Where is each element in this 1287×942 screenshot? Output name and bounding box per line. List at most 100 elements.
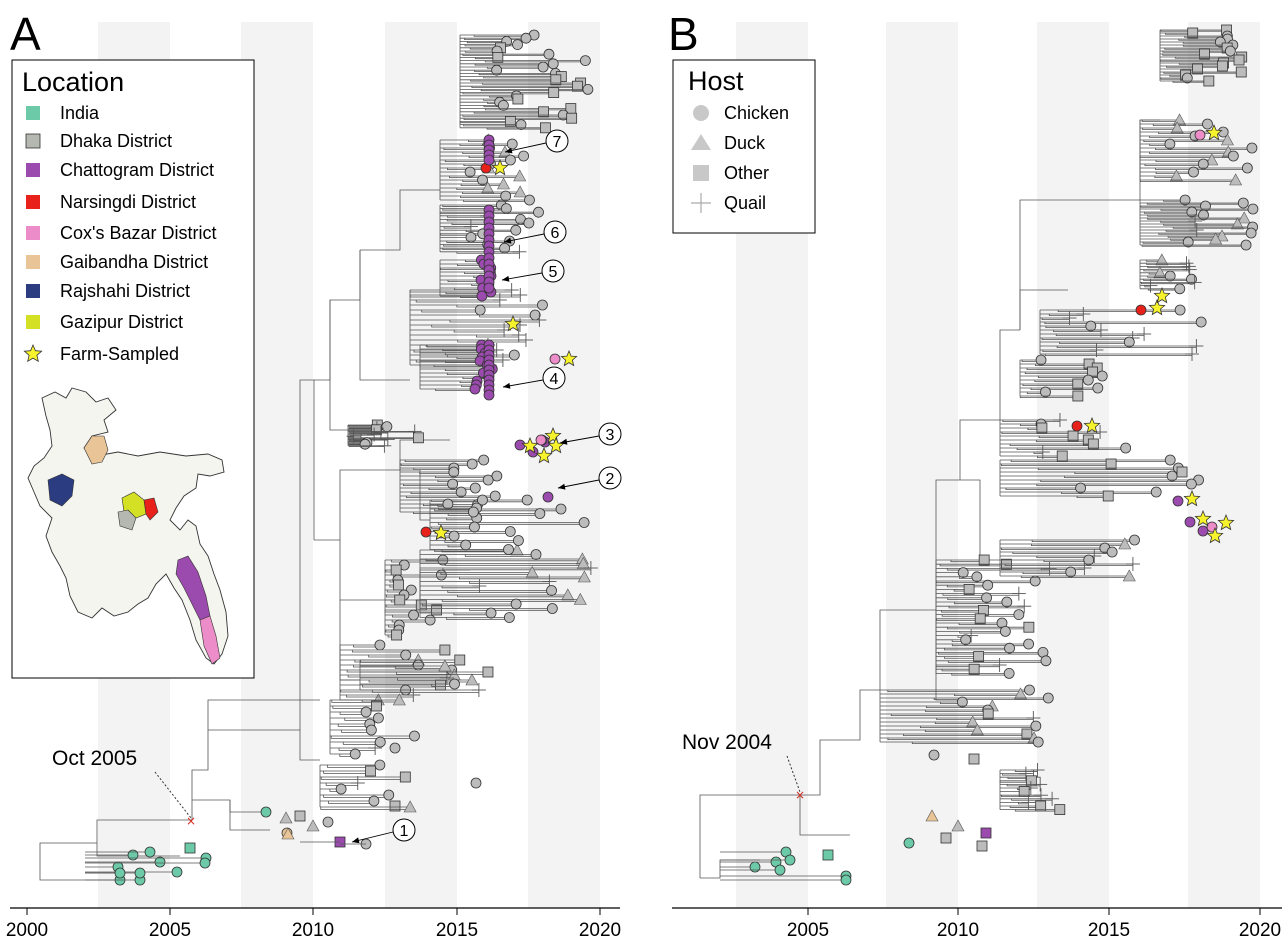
chicken-tip — [374, 639, 386, 651]
duck-tip — [513, 169, 527, 182]
root-annotation-a: Oct 2005 × — [52, 747, 196, 828]
duck-tip — [497, 177, 511, 190]
color-swatch — [26, 315, 40, 329]
clade-number: 3 — [606, 427, 615, 444]
chicken-tip — [1083, 554, 1095, 566]
chicken-tip — [582, 84, 594, 95]
farm-sampled-star — [1206, 526, 1224, 544]
arrow-icon — [502, 275, 510, 282]
chicken-tip — [999, 626, 1011, 637]
chicken-tip — [470, 777, 482, 789]
chicken-tip — [447, 478, 459, 490]
chicken-tip — [491, 470, 503, 482]
chicken-tip — [1181, 72, 1193, 84]
color-swatch — [26, 163, 40, 177]
chicken-tip — [1174, 304, 1186, 316]
chattogram-tip — [1172, 495, 1184, 507]
chicken-tip — [957, 567, 969, 578]
other-tip — [550, 74, 562, 86]
chicken-tip — [1164, 454, 1176, 466]
chicken-tip — [513, 535, 524, 546]
clade-callout: 3 — [559, 422, 622, 446]
chicken-tip — [335, 783, 347, 795]
other-tip — [391, 629, 403, 641]
chicken-tip — [360, 706, 372, 718]
other-tip — [1054, 804, 1066, 815]
chicken-tip — [579, 55, 591, 66]
chattogram-tip — [980, 827, 992, 839]
clade-number: 5 — [549, 264, 558, 281]
chicken-tip — [477, 494, 488, 506]
other-tip — [968, 663, 980, 675]
quail-tip — [368, 741, 383, 755]
location-legend-label: Chattogram District — [60, 160, 214, 180]
chicken-tip — [956, 696, 968, 708]
location-legend-label: Cox's Bazar District — [60, 223, 216, 243]
chicken-tip — [1129, 534, 1140, 546]
other-tip — [294, 810, 306, 822]
india-tip — [171, 866, 183, 878]
tick-label: 2020 — [579, 920, 621, 941]
chicken-tip — [1197, 158, 1209, 170]
other-tip — [1072, 378, 1084, 390]
root-annotation-b: Nov 2004 × — [682, 731, 805, 802]
duck-tip — [573, 592, 587, 605]
quail-tip — [1125, 557, 1140, 571]
duck-tip — [1209, 232, 1223, 245]
other-tip — [963, 584, 975, 595]
duck-tip — [1230, 217, 1244, 230]
other-tip — [399, 771, 411, 783]
india-tip — [184, 842, 196, 854]
location-legend-row: Rajshahi District — [26, 281, 190, 301]
chicken-tip — [505, 154, 516, 166]
chicken-tip — [1120, 442, 1132, 454]
farm-sampled-star — [1217, 513, 1235, 531]
india-tip — [260, 806, 272, 818]
location-legend-label: Farm-Sampled — [60, 344, 179, 364]
chicken-tip — [359, 438, 371, 450]
duck-tip — [1014, 687, 1028, 700]
chicken-tip — [1182, 236, 1194, 248]
clade-callout: 1 — [351, 818, 416, 844]
host-legend-label: Duck — [724, 133, 766, 153]
other-tip — [1021, 728, 1033, 740]
quail-tip — [513, 288, 528, 302]
quail-tip — [380, 432, 395, 447]
duck-tip — [1169, 169, 1183, 182]
quail-tip — [1187, 275, 1202, 290]
chicken-tip — [1030, 720, 1042, 732]
duck-tip — [1170, 121, 1184, 134]
farm-sampled-star — [1083, 416, 1101, 434]
arrow-icon — [504, 237, 512, 244]
host-legend-label: Other — [724, 163, 769, 183]
chicken-tip — [1202, 118, 1213, 130]
chicken-tip — [485, 607, 497, 619]
narsingdi-tip — [1135, 304, 1147, 316]
chattogram-tip — [542, 491, 554, 503]
chicken-tip — [409, 730, 420, 742]
chicken-tip — [365, 724, 377, 736]
farm-sampled-star — [1148, 298, 1166, 316]
root-date-a: Oct 2005 — [52, 747, 137, 770]
india-tip — [774, 864, 786, 876]
chicken-tip — [537, 61, 549, 73]
other-tip — [512, 93, 524, 105]
other-tip — [978, 554, 990, 566]
chicken-tip — [1240, 239, 1252, 251]
chicken-tip — [1150, 486, 1162, 498]
chicken-tip — [437, 554, 449, 566]
other-tip — [1233, 54, 1245, 66]
chicken-tip — [510, 224, 522, 236]
other-tip — [940, 832, 952, 844]
color-swatch — [25, 133, 41, 149]
chicken-tip — [467, 506, 479, 518]
farm-sampled-star — [1194, 509, 1212, 527]
other-tip — [1187, 27, 1199, 39]
duck-tip — [966, 715, 980, 728]
clade-callout: 2 — [557, 466, 622, 490]
chicken-tip — [530, 549, 542, 560]
chattogram-tip — [514, 439, 526, 451]
color-swatch — [26, 284, 40, 298]
chicken-tip — [1237, 197, 1249, 209]
